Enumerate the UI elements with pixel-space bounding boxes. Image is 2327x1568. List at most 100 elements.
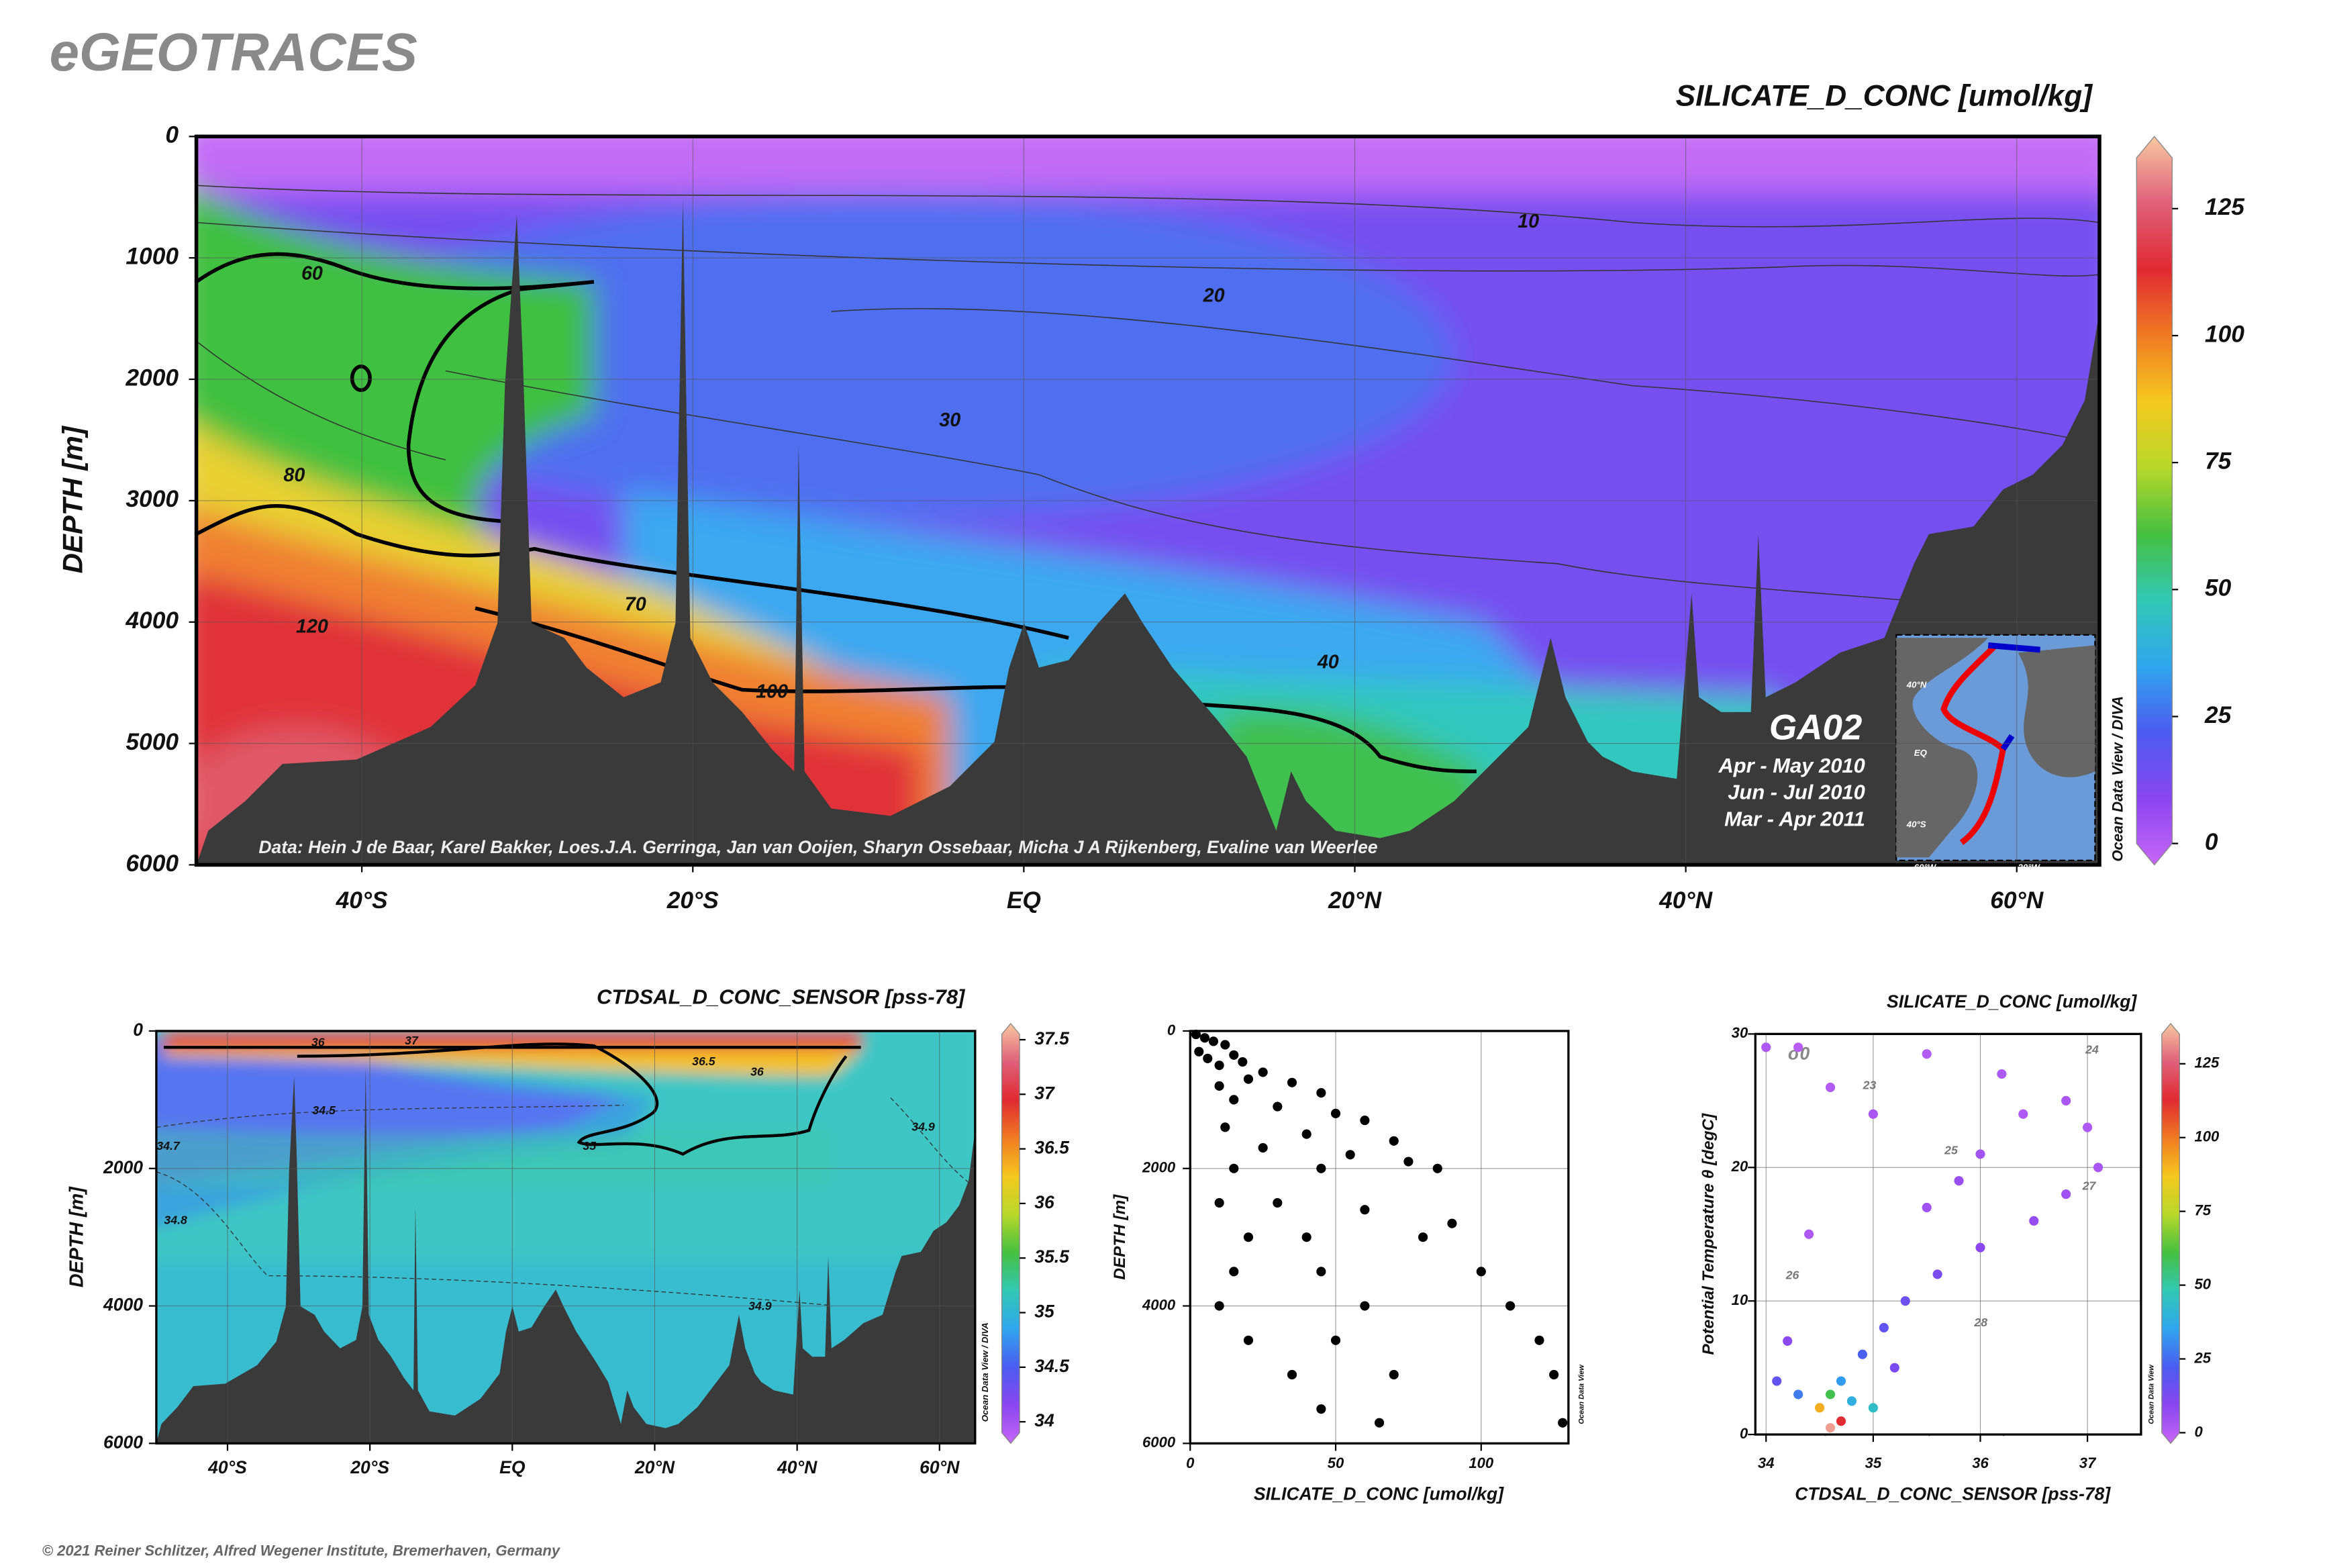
colorbar-tick-label: 125 bbox=[2194, 1055, 2220, 1071]
data-point bbox=[1975, 1149, 1985, 1159]
data-point bbox=[1220, 1040, 1230, 1050]
data-point bbox=[1330, 1335, 1341, 1345]
data-point bbox=[1345, 1150, 1355, 1160]
inset-label: 60°W bbox=[1914, 862, 1937, 872]
data-point bbox=[1194, 1046, 1204, 1057]
cruise-period: Jun - Jul 2010 bbox=[1728, 781, 1865, 804]
data-point bbox=[1534, 1335, 1544, 1345]
data-point bbox=[1243, 1074, 1254, 1084]
y-tick-label: 0 bbox=[133, 1020, 143, 1040]
data-point bbox=[1243, 1335, 1254, 1345]
density-label: 28 bbox=[1973, 1316, 1987, 1329]
data-point bbox=[1229, 1267, 1239, 1277]
watermark: Ocean Data View / DIVA bbox=[2110, 696, 2126, 862]
colorbar bbox=[2161, 1022, 2181, 1444]
cruise-period: Mar - Apr 2011 bbox=[1724, 807, 1865, 830]
y-tick-label: 0 bbox=[1167, 1022, 1176, 1038]
contour-label: 60 bbox=[301, 262, 323, 284]
data-point bbox=[1229, 1163, 1239, 1173]
x-axis-label: CTDSAL_D_CONC_SENSOR [pss-78] bbox=[1795, 1484, 2111, 1504]
data-point bbox=[2029, 1216, 2039, 1226]
data-point bbox=[1804, 1229, 1814, 1239]
chart-title: CTDSAL_D_CONC_SENSOR [pss-78] bbox=[597, 985, 966, 1009]
data-point bbox=[1360, 1205, 1370, 1215]
data-point bbox=[1301, 1129, 1311, 1139]
inset-label: 40°S bbox=[1906, 819, 1926, 829]
data-point bbox=[1476, 1267, 1486, 1277]
data-point bbox=[1243, 1232, 1254, 1242]
x-tick-label: 35 bbox=[1865, 1455, 1882, 1471]
data-point bbox=[1793, 1389, 1803, 1400]
contour-label: 36.5 bbox=[692, 1055, 716, 1068]
data-point bbox=[1772, 1376, 1782, 1386]
colorbar-tick-label: 125 bbox=[2205, 194, 2245, 220]
y-axis-label: DEPTH [m] bbox=[66, 1186, 87, 1287]
density-label: 24 bbox=[2085, 1042, 2099, 1056]
data-point bbox=[1316, 1163, 1326, 1173]
watermark: Ocean Data View / DIVA bbox=[980, 1322, 990, 1422]
data-point bbox=[1975, 1242, 1985, 1253]
data-point bbox=[1922, 1202, 1932, 1213]
chart-panel: 0 2000 4000 6000 40°S 20°S EQ 20°N 40°N 60°N CTDSA… bbox=[66, 985, 1070, 1477]
y-tick-label: 4000 bbox=[125, 607, 179, 634]
y-axis-label: DEPTH [m] bbox=[56, 425, 88, 573]
y-tick-label: 0 bbox=[1740, 1425, 1748, 1442]
data-point bbox=[1932, 1269, 1942, 1279]
data-point bbox=[1825, 1082, 1836, 1093]
data-point bbox=[1208, 1036, 1219, 1046]
data-point bbox=[1229, 1095, 1239, 1105]
colorbar-tick-label: 37 bbox=[1034, 1083, 1055, 1103]
y-tick-label: 10 bbox=[1732, 1291, 1748, 1308]
data-point bbox=[1432, 1163, 1442, 1173]
density-label: 23 bbox=[1863, 1078, 1877, 1091]
watermark: Ocean Data View bbox=[2147, 1364, 2155, 1424]
data-point bbox=[1316, 1088, 1326, 1098]
colorbar-tick-label: 35.5 bbox=[1034, 1246, 1070, 1267]
contour-label: 34.9 bbox=[911, 1120, 935, 1133]
contour-label: 120 bbox=[296, 616, 328, 637]
inset-label: 20°W bbox=[2017, 862, 2040, 872]
data-point bbox=[1505, 1301, 1516, 1311]
y-tick-label: 0 bbox=[165, 122, 179, 148]
colorbar-tick-label: 100 bbox=[2205, 321, 2244, 347]
data-point bbox=[1374, 1418, 1385, 1428]
y-tick-label: 5000 bbox=[126, 729, 179, 755]
x-tick-label: 20°S bbox=[666, 887, 719, 914]
data-point bbox=[1258, 1067, 1268, 1077]
data-point bbox=[2083, 1122, 2093, 1132]
x-tick-label: 20°N bbox=[1328, 887, 1382, 914]
contour-label: 34.9 bbox=[748, 1300, 772, 1313]
chart-title: SILICATE_D_CONC [umol/kg] bbox=[1887, 991, 2137, 1012]
x-tick-label: 60°N bbox=[1990, 887, 2044, 914]
contour-label: 40 bbox=[1317, 651, 1339, 673]
contour-label: 34.8 bbox=[164, 1214, 187, 1227]
salinity-field bbox=[156, 1030, 975, 1444]
data-point bbox=[1287, 1369, 1297, 1380]
data-point bbox=[1287, 1077, 1297, 1087]
plot-frame bbox=[1754, 1032, 2142, 1436]
data-point bbox=[1301, 1232, 1311, 1242]
footer: © 2021 Reiner Schlitzer, Alfred Wegener … bbox=[42, 1542, 561, 1559]
x-tick-label: 20°S bbox=[350, 1457, 389, 1477]
x-axis-label: SILICATE_D_CONC [umol/kg] bbox=[1254, 1484, 1504, 1504]
data-point bbox=[1330, 1108, 1341, 1118]
colorbar-tick-label: 50 bbox=[2194, 1275, 2211, 1292]
data-point bbox=[1199, 1033, 1210, 1043]
data-point bbox=[1214, 1197, 1224, 1208]
colorbar-tick-label: 36 bbox=[1034, 1192, 1054, 1212]
data-point bbox=[1389, 1369, 1399, 1380]
data-point bbox=[1836, 1376, 1846, 1386]
data-point bbox=[1922, 1049, 1932, 1059]
data-point bbox=[1846, 1396, 1857, 1406]
contour-label: 100 bbox=[756, 681, 788, 703]
density-label: 26 bbox=[1785, 1268, 1799, 1281]
colorbar-tick-label: 37.5 bbox=[1034, 1028, 1070, 1048]
y-tick-label: 6000 bbox=[126, 850, 179, 877]
y-tick-label: 20 bbox=[1731, 1158, 1748, 1175]
data-point bbox=[1258, 1142, 1268, 1153]
y-axis-label: Potential Temperature θ [degC] bbox=[1699, 1113, 1718, 1355]
contour-label: 80 bbox=[283, 464, 305, 486]
y-tick-label: 2000 bbox=[103, 1157, 143, 1177]
contour-label: 36 bbox=[311, 1035, 325, 1048]
